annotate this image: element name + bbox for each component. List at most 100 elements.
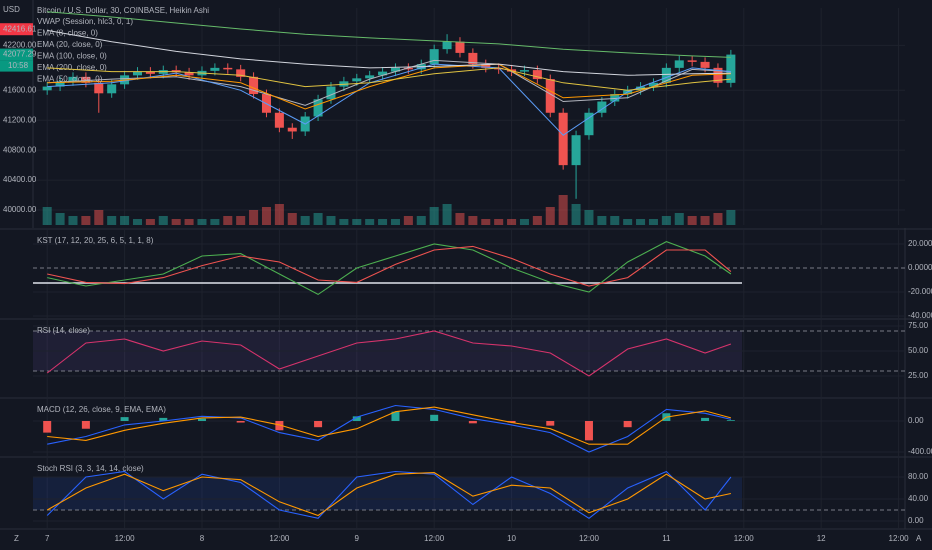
- volume-bar: [365, 219, 375, 225]
- histogram-bar: [468, 420, 477, 424]
- candle-body: [661, 67, 671, 83]
- candle-body: [403, 67, 413, 70]
- indicator-line: [46, 470, 732, 519]
- panel-title: Stoch RSI (3, 3, 14, 14, close): [37, 464, 144, 473]
- candle-body: [610, 94, 620, 102]
- panel-title: Bitcoin / U.S. Dollar, 30, COINBASE, Hei…: [37, 6, 209, 15]
- panel-title: KST (17, 12, 20, 25, 6, 5, 1, 1, 8): [37, 236, 154, 245]
- candle-body: [481, 64, 491, 68]
- candle-body: [132, 71, 142, 76]
- candle-body: [287, 127, 297, 132]
- volume-bar: [300, 216, 310, 225]
- volume-bar: [674, 213, 684, 225]
- indicator-line: [47, 11, 731, 58]
- volume-bar: [326, 216, 336, 225]
- candle-body: [442, 41, 452, 50]
- volume-bar: [648, 219, 658, 225]
- indicator-line: [47, 67, 731, 91]
- y-tick-label: 40.00: [908, 494, 929, 503]
- candle-body: [674, 60, 684, 68]
- histogram-bar: [197, 418, 206, 421]
- y-tick-label: 0.00: [908, 516, 924, 525]
- candle-body: [223, 67, 233, 70]
- candle-body: [597, 101, 607, 113]
- candle-body: [94, 82, 104, 94]
- candle-body: [429, 49, 439, 65]
- y-tick-label: 25.00: [908, 371, 929, 380]
- unit-label: USD: [3, 5, 20, 14]
- volume-bar: [184, 219, 194, 225]
- y-tick-label: 20.0000: [908, 239, 932, 248]
- x-tick-label: 12:00: [269, 534, 290, 543]
- candle-body: [42, 86, 52, 91]
- candle-body: [326, 86, 336, 100]
- panel: 80.00 40.00 0.00 Stoch RSI (3, 3, 14, 14, c…: [33, 458, 929, 528]
- volume-bar: [120, 216, 130, 225]
- y-tick-label: 40400.00: [3, 175, 37, 184]
- panel: 0.00 -400.00 MACD (12, 26, close, 9, EMA, …: [33, 399, 932, 456]
- footer-right[interactable]: A: [916, 534, 922, 543]
- histogram-bar: [507, 420, 516, 423]
- x-tick-label: 7: [45, 534, 50, 543]
- candle-body: [494, 67, 504, 70]
- x-tick-label: 12: [817, 534, 826, 543]
- histogram-bar: [314, 420, 323, 428]
- candle-body: [390, 67, 400, 72]
- legend-entry: EMA (50, close, 0): [37, 75, 103, 84]
- y-tick-label: 41200.00: [3, 115, 37, 124]
- histogram-bar: [236, 420, 245, 423]
- y-tick-label: -20.0000: [908, 287, 932, 296]
- y-tick-label: -40.0000: [908, 311, 932, 320]
- y-tick-label: 80.00: [908, 472, 929, 481]
- histogram-bar: [726, 420, 735, 421]
- price-tag: [0, 23, 33, 36]
- countdown: 10:58: [8, 61, 29, 70]
- candle-body: [468, 52, 478, 65]
- volume-bar: [261, 207, 271, 225]
- price-tag-label: 42416.61: [3, 24, 37, 33]
- panel-title: MACD (12, 26, close, 9, EMA, EMA): [37, 405, 166, 414]
- volume-bar: [352, 219, 362, 225]
- volume-bar: [378, 219, 388, 225]
- candle-body: [455, 41, 465, 53]
- candle-body: [713, 67, 723, 83]
- candle-body: [249, 76, 259, 95]
- volume-bar: [687, 216, 697, 225]
- volume-bar: [558, 195, 568, 225]
- volume-bar: [339, 219, 349, 225]
- panel-title: RSI (14, close): [37, 326, 90, 335]
- histogram-bar: [430, 414, 439, 421]
- candle-body: [184, 72, 194, 76]
- volume-bar: [132, 219, 142, 225]
- x-tick-label: 12:00: [579, 534, 600, 543]
- footer-left[interactable]: Z: [14, 534, 19, 543]
- panel: 42200.00 41600.00 41200.00 40800.00 40400.00…: [0, 6, 905, 225]
- x-tick-label: 9: [355, 534, 360, 543]
- candle-body: [584, 112, 594, 136]
- volume-bar: [429, 207, 439, 225]
- x-tick-label: 12:00: [889, 534, 910, 543]
- volume-bar: [197, 219, 207, 225]
- volume-bar: [390, 219, 400, 225]
- volume-bar: [661, 216, 671, 225]
- candle-body: [519, 70, 529, 72]
- candle-body: [532, 70, 542, 80]
- histogram-bar: [701, 417, 710, 421]
- y-tick-label: 0.0000: [908, 263, 932, 272]
- candle-body: [145, 71, 155, 74]
- histogram-bar: [81, 420, 90, 429]
- candle-body: [274, 112, 284, 128]
- histogram-bar: [43, 420, 52, 433]
- histogram-bar: [623, 420, 632, 428]
- y-tick-label: 40000.00: [3, 205, 37, 214]
- volume-bar: [455, 213, 465, 225]
- volume-bar: [571, 204, 581, 225]
- volume-bar: [145, 219, 155, 225]
- histogram-bar: [352, 416, 361, 421]
- volume-bar: [94, 210, 104, 225]
- volume-bar: [545, 207, 555, 225]
- volume-bar: [403, 216, 413, 225]
- y-tick-label: 50.00: [908, 346, 929, 355]
- volume-bar: [223, 216, 233, 225]
- volume-bar: [636, 219, 646, 225]
